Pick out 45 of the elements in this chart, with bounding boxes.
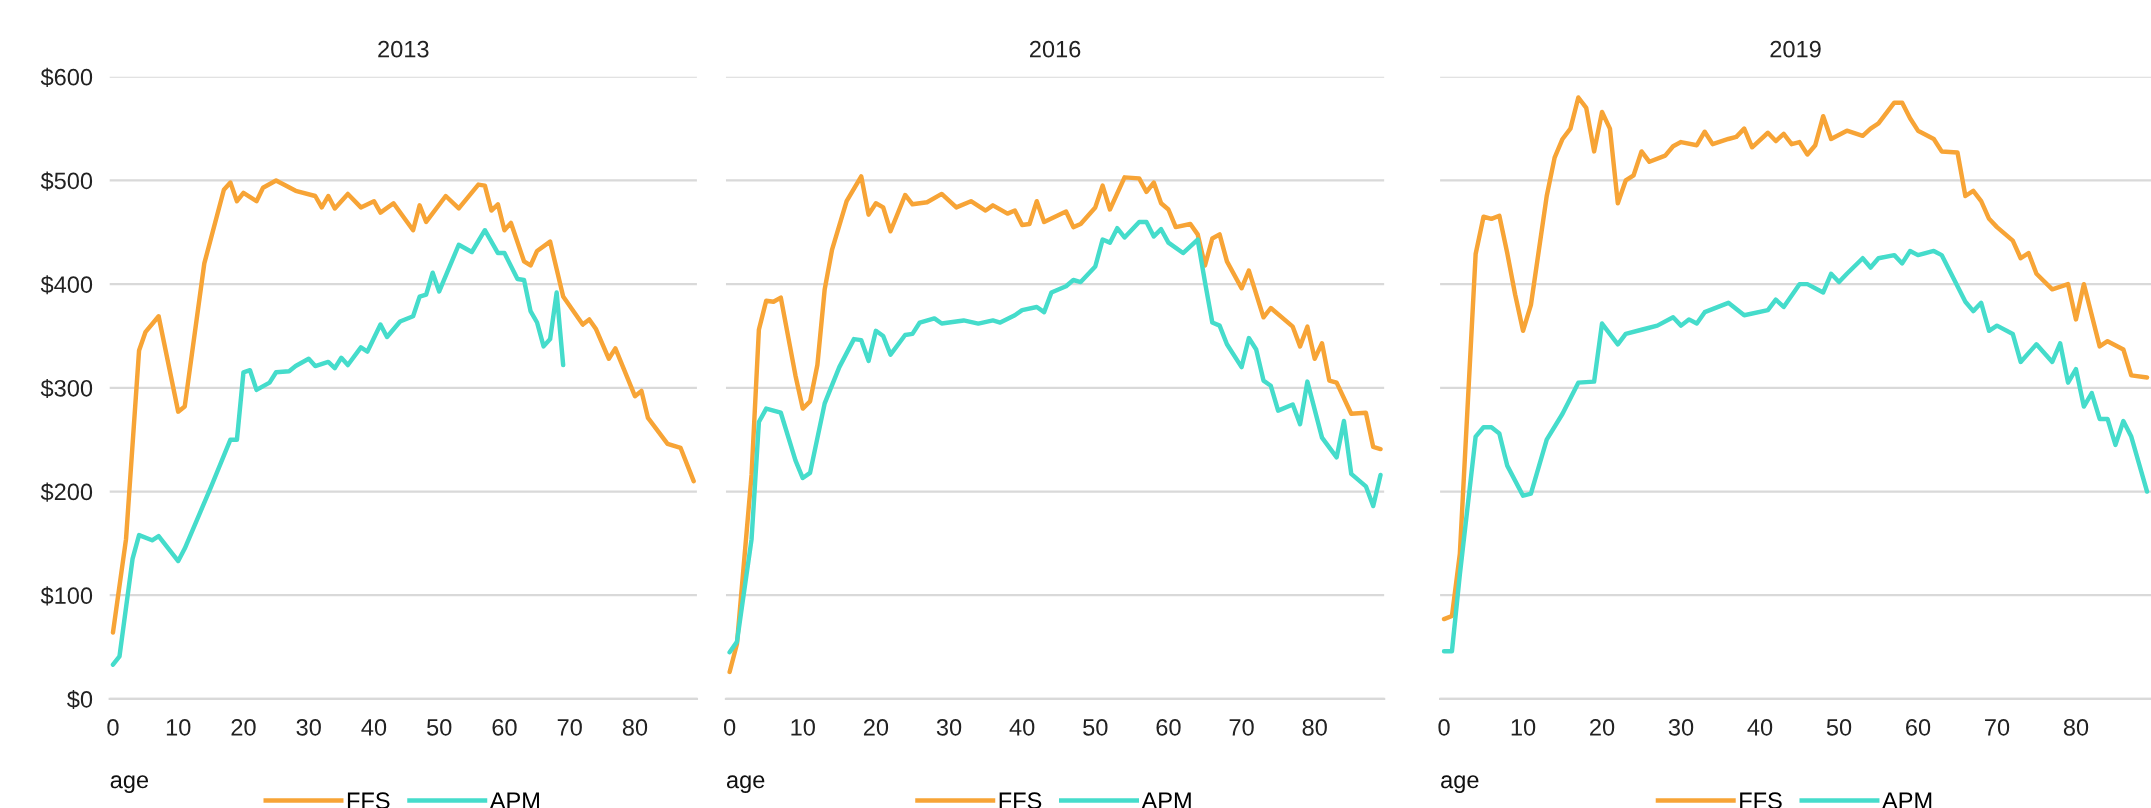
x-tick-label: 40 [361,718,387,736]
x-tick-label: 60 [1906,718,1931,736]
x-tick-label: 70 [1229,718,1254,736]
x-tick-label: 30 [296,718,321,736]
x-tick-label: 0 [1438,718,1450,736]
x-tick-label: 20 [1590,718,1615,736]
x-tick-label: 70 [1985,718,2010,736]
y-tick-label: $300 [40,378,93,399]
x-tick-label: 20 [231,718,256,736]
legend-label: APM [489,792,539,808]
chart-title: 2016 [1029,40,1081,58]
x-axis-title: age [110,775,149,793]
x-tick-label: 10 [791,718,815,736]
x-tick-label: 10 [1511,718,1536,736]
x-tick-label: 30 [936,718,962,736]
x-tick-label: 40 [1009,718,1035,736]
y-tick-label: $100 [40,586,93,606]
x-tick-label: 30 [1668,718,1694,736]
x-tick-label: 50 [427,718,452,736]
legend-label: APM [1882,792,1932,808]
x-tick-label: 0 [107,718,119,736]
y-tick-label: $0 [67,690,93,710]
x-tick-label: 80 [622,718,648,736]
legend-label: APM [1141,792,1191,808]
chart-title: 2019 [1770,40,1821,58]
x-tick-label: 70 [557,718,582,736]
x-tick-label: 40 [1747,718,1773,736]
x-tick-label: 20 [863,718,889,736]
y-tick-label: $400 [40,275,93,295]
chart-title: 2013 [378,40,429,58]
x-tick-label: 10 [166,718,191,736]
x-axis-title: age [1441,775,1479,793]
y-tick-label: $500 [40,171,93,191]
line-series [110,178,696,635]
x-tick-label: 50 [1826,718,1852,736]
x-tick-label: 60 [492,718,517,736]
x-tick-label: 50 [1083,718,1108,736]
line-series [110,228,566,667]
x-tick-label: 80 [1302,718,1327,736]
y-tick-label: $600 [40,67,93,87]
x-tick-label: 80 [2063,718,2089,736]
x-tick-label: 0 [723,718,736,736]
y-tick-label: $200 [40,482,93,502]
x-tick-label: 60 [1156,718,1181,736]
x-axis-title: age [726,775,765,793]
